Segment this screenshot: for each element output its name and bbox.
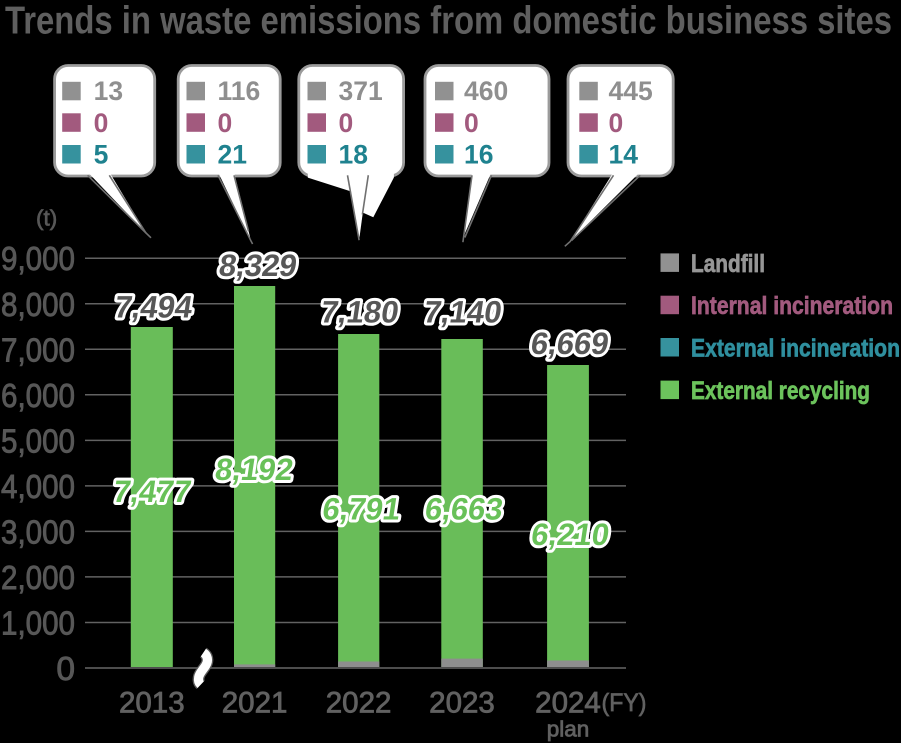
svg-text:(FY): (FY) xyxy=(602,689,647,717)
svg-text:5,000: 5,000 xyxy=(1,423,75,460)
svg-text:Landfill: Landfill xyxy=(691,250,765,278)
svg-text:2,000: 2,000 xyxy=(1,560,75,597)
svg-text:7,477: 7,477 xyxy=(111,474,194,509)
svg-text:6,669: 6,669 xyxy=(529,326,612,361)
svg-text:0: 0 xyxy=(94,108,109,138)
svg-text:6,791: 6,791 xyxy=(320,492,403,527)
svg-text:(t): (t) xyxy=(36,206,57,231)
svg-text:13: 13 xyxy=(94,76,123,106)
svg-text:7,000: 7,000 xyxy=(1,332,75,369)
svg-text:8,329: 8,329 xyxy=(217,248,300,283)
svg-text:116: 116 xyxy=(218,76,261,106)
svg-text:5: 5 xyxy=(94,140,109,170)
svg-text:Trends in waste emissions from: Trends in waste emissions from domestic … xyxy=(5,0,892,43)
svg-text:0: 0 xyxy=(464,108,479,138)
svg-text:2024: 2024 xyxy=(535,687,601,720)
svg-text:plan: plan xyxy=(547,717,590,742)
svg-text:371: 371 xyxy=(339,76,383,106)
svg-text:6,663: 6,663 xyxy=(423,492,506,527)
svg-text:0: 0 xyxy=(339,108,354,138)
svg-text:21: 21 xyxy=(218,140,247,170)
svg-text:7,140: 7,140 xyxy=(421,295,504,330)
svg-text:18: 18 xyxy=(339,140,368,170)
svg-text:0: 0 xyxy=(609,108,624,138)
svg-text:1,000: 1,000 xyxy=(1,606,75,643)
svg-text:2022: 2022 xyxy=(326,687,392,720)
svg-text:External incineration: External incineration xyxy=(691,335,900,363)
svg-text:8,192: 8,192 xyxy=(213,452,296,487)
svg-text:2021: 2021 xyxy=(222,687,288,720)
svg-text:6,000: 6,000 xyxy=(1,378,75,415)
svg-text:8,000: 8,000 xyxy=(1,287,75,324)
svg-text:16: 16 xyxy=(464,140,493,170)
svg-text:Internal incineration: Internal incineration xyxy=(691,292,893,320)
svg-text:6,210: 6,210 xyxy=(529,517,612,552)
svg-text:445: 445 xyxy=(609,76,653,106)
svg-text:7,494: 7,494 xyxy=(112,290,195,325)
svg-text:14: 14 xyxy=(609,140,639,170)
svg-text:2013: 2013 xyxy=(119,687,185,720)
svg-text:9,000: 9,000 xyxy=(1,241,75,278)
svg-text:460: 460 xyxy=(464,76,508,106)
svg-text:3,000: 3,000 xyxy=(1,514,75,551)
svg-text:2023: 2023 xyxy=(429,687,495,720)
svg-text:0: 0 xyxy=(56,651,75,688)
svg-text:4,000: 4,000 xyxy=(1,469,75,506)
svg-text:External recycling: External recycling xyxy=(691,377,870,405)
svg-text:7,180: 7,180 xyxy=(318,295,401,330)
svg-text:0: 0 xyxy=(218,108,233,138)
